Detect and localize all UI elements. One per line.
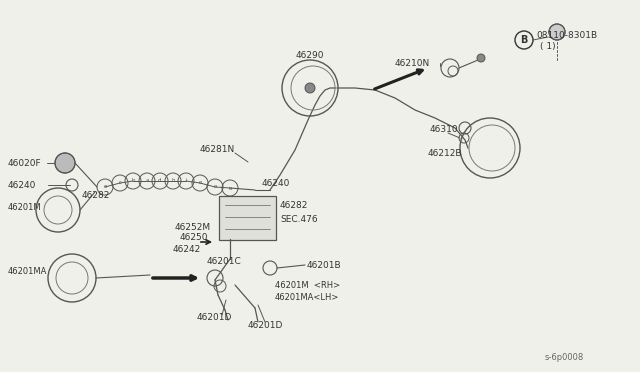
Text: o: o bbox=[228, 186, 232, 190]
Text: 46201MA: 46201MA bbox=[8, 267, 47, 276]
Text: 46201M: 46201M bbox=[8, 203, 42, 212]
Text: b: b bbox=[131, 179, 135, 183]
Text: c: c bbox=[118, 180, 122, 186]
Text: SEC.476: SEC.476 bbox=[280, 215, 317, 224]
Text: 46201C: 46201C bbox=[207, 257, 242, 266]
Text: 46240: 46240 bbox=[262, 179, 291, 187]
Text: 46250: 46250 bbox=[180, 234, 209, 243]
Text: 46310: 46310 bbox=[430, 125, 459, 135]
Text: 46201MA<LH>: 46201MA<LH> bbox=[275, 292, 339, 301]
Text: 46282: 46282 bbox=[82, 192, 110, 201]
Text: 46281N: 46281N bbox=[200, 145, 236, 154]
Text: 46290: 46290 bbox=[296, 51, 324, 60]
FancyBboxPatch shape bbox=[219, 196, 276, 240]
Text: 46210N: 46210N bbox=[395, 58, 430, 67]
Text: 08110-8301B: 08110-8301B bbox=[536, 31, 597, 39]
Text: o: o bbox=[213, 185, 217, 189]
Text: B: B bbox=[520, 35, 528, 45]
Text: 46201B: 46201B bbox=[307, 260, 342, 269]
Text: e: e bbox=[103, 185, 107, 189]
Text: a: a bbox=[145, 179, 148, 183]
Text: ( 1): ( 1) bbox=[540, 42, 556, 51]
Circle shape bbox=[55, 153, 75, 173]
Text: 46240: 46240 bbox=[8, 180, 36, 189]
Text: h: h bbox=[172, 179, 175, 183]
Text: i: i bbox=[185, 179, 187, 183]
Circle shape bbox=[549, 24, 565, 40]
Text: 46201D: 46201D bbox=[248, 321, 284, 330]
Text: 46242: 46242 bbox=[173, 246, 201, 254]
Text: 46252M: 46252M bbox=[175, 224, 211, 232]
Text: 46201M  <RH>: 46201M <RH> bbox=[275, 280, 340, 289]
Text: s-6p0008: s-6p0008 bbox=[545, 353, 584, 362]
Text: 46212B: 46212B bbox=[428, 148, 463, 157]
Circle shape bbox=[305, 83, 315, 93]
Circle shape bbox=[477, 54, 485, 62]
Text: 46282: 46282 bbox=[280, 201, 308, 209]
Text: 46020F: 46020F bbox=[8, 158, 42, 167]
Text: 46201D: 46201D bbox=[197, 314, 232, 323]
Text: d: d bbox=[158, 179, 162, 183]
Text: o: o bbox=[198, 180, 202, 186]
